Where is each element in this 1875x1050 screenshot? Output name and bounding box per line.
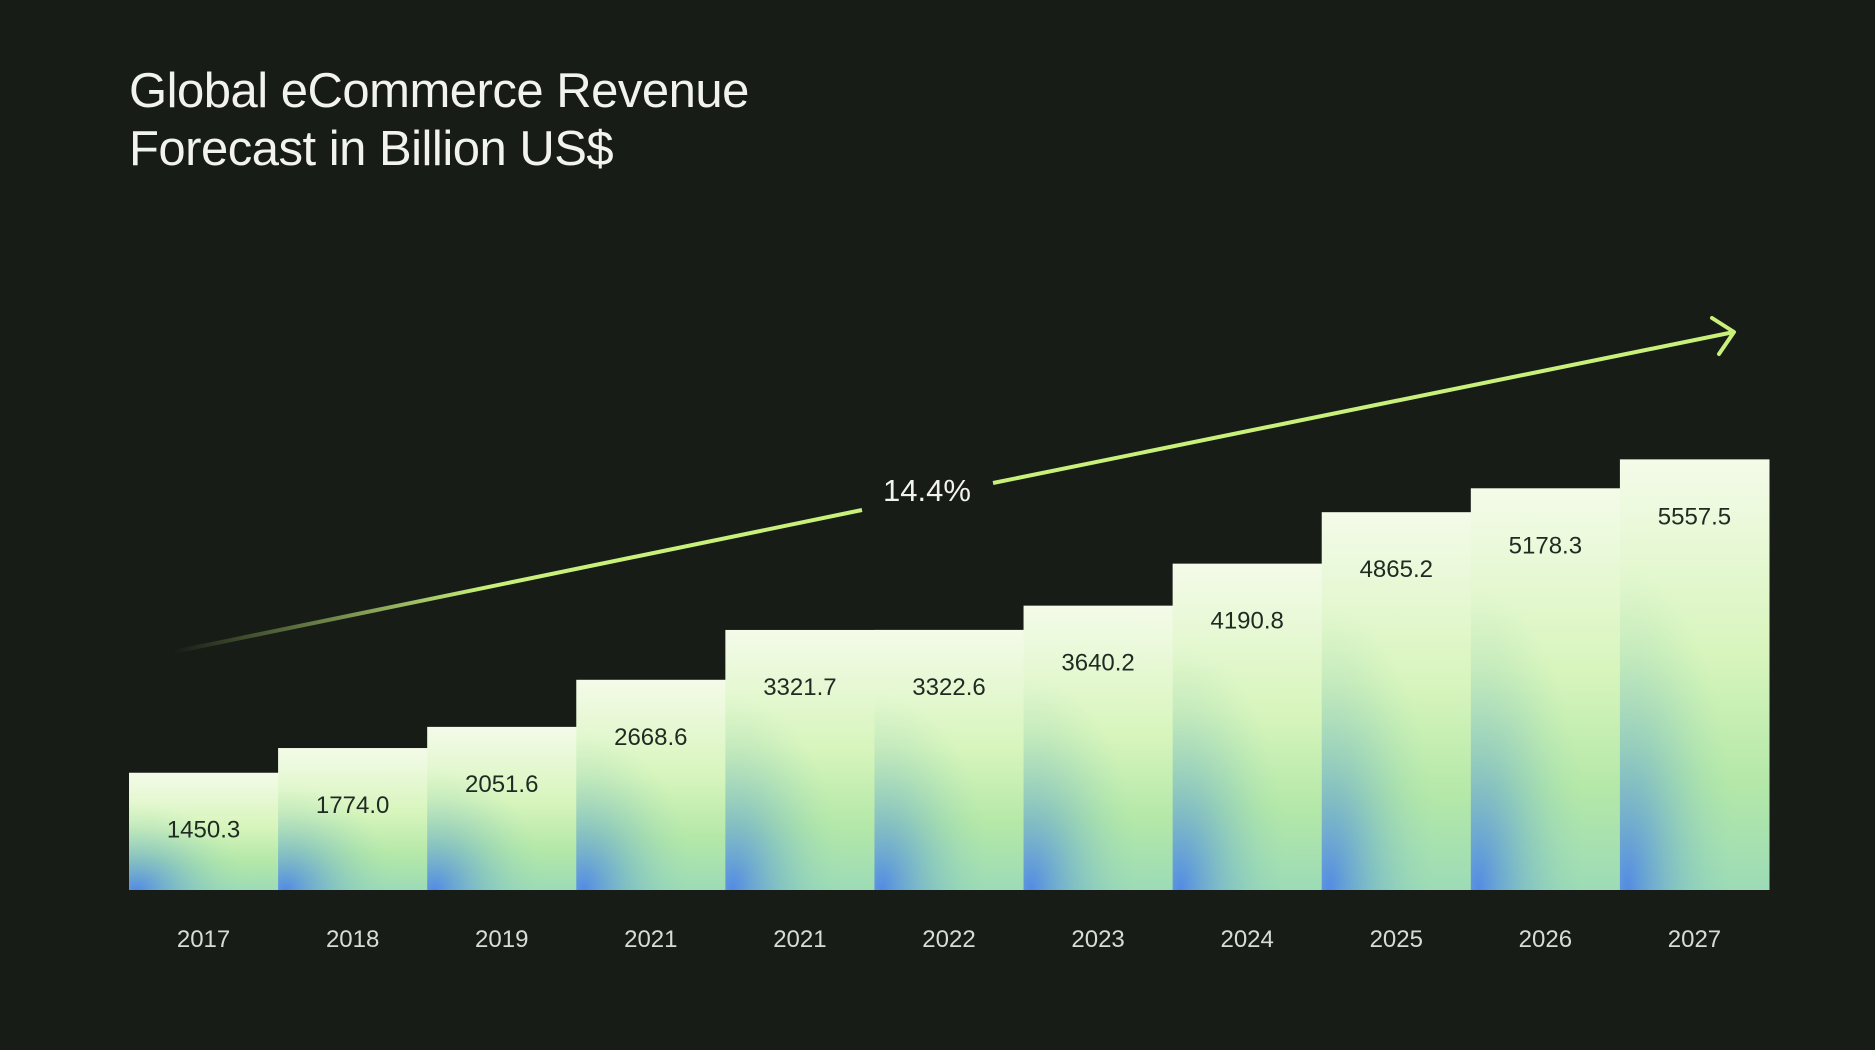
bar-shade xyxy=(874,629,1025,890)
value-label: 1774.0 xyxy=(316,792,389,819)
bar-shade xyxy=(725,629,875,890)
bar-shade xyxy=(1470,488,1621,890)
bar-shade xyxy=(1321,512,1472,890)
x-tick-label: 2023 xyxy=(1071,926,1124,953)
growth-arrow-line-left xyxy=(172,508,863,654)
arrow-head-icon xyxy=(1710,316,1736,356)
value-label: 3322.6 xyxy=(912,674,985,701)
bar-group: 1774.0 2018 xyxy=(278,748,428,953)
x-tick-label: 2024 xyxy=(1220,926,1273,953)
cagr-label: 14.4% xyxy=(883,473,971,508)
bar-group: 3321.7 2021 xyxy=(725,629,875,953)
value-label: 2051.6 xyxy=(465,771,538,798)
x-tick-label: 2017 xyxy=(177,926,230,953)
bar-shade xyxy=(576,679,726,890)
bar-group: 5178.3 2026 xyxy=(1470,488,1621,953)
chart-title-line-2: Forecast in Billion US$ xyxy=(129,122,614,176)
value-label: 3321.7 xyxy=(763,674,836,701)
growth-arrow: 14.4% xyxy=(172,316,1736,654)
growth-arrow-line-right xyxy=(992,330,1735,485)
x-tick-label: 2027 xyxy=(1668,926,1721,953)
value-label: 3640.2 xyxy=(1061,650,1134,677)
value-label: 1450.3 xyxy=(167,817,240,844)
chart-title-line-1: Global eCommerce Revenue xyxy=(129,64,749,118)
bar-group: 2668.6 2021 xyxy=(576,679,726,953)
value-label: 4865.2 xyxy=(1360,556,1433,583)
x-tick-label: 2026 xyxy=(1519,926,1572,953)
bar-shade xyxy=(1023,605,1174,890)
bar-group: 4865.2 2025 xyxy=(1321,512,1472,953)
x-tick-label: 2021 xyxy=(773,926,826,953)
x-tick-label: 2021 xyxy=(624,926,677,953)
bar-shade xyxy=(427,726,577,890)
bar-group: 2051.6 2019 xyxy=(427,726,577,953)
bar-shade xyxy=(1619,459,1770,890)
chart-title: Global eCommerce Revenue Forecast in Bil… xyxy=(129,62,749,178)
value-label: 4190.8 xyxy=(1210,608,1283,635)
bar-group: 1450.3 2017 xyxy=(129,772,279,953)
bar-group: 3640.2 2023 xyxy=(1023,605,1174,953)
x-tick-label: 2019 xyxy=(475,926,528,953)
value-label: 5557.5 xyxy=(1658,503,1731,530)
value-label: 5178.3 xyxy=(1509,532,1582,559)
bar-shade xyxy=(129,772,279,890)
bar-shade xyxy=(1172,563,1323,890)
bar-shade xyxy=(278,748,428,890)
bar-group: 3322.6 2022 xyxy=(874,629,1025,953)
x-tick-label: 2025 xyxy=(1370,926,1423,953)
x-tick-label: 2018 xyxy=(326,926,379,953)
value-label: 2668.6 xyxy=(614,724,687,751)
bar-group: 5557.5 2027 xyxy=(1619,459,1770,953)
bar-group: 4190.8 2024 xyxy=(1172,563,1323,953)
x-tick-label: 2022 xyxy=(922,926,975,953)
